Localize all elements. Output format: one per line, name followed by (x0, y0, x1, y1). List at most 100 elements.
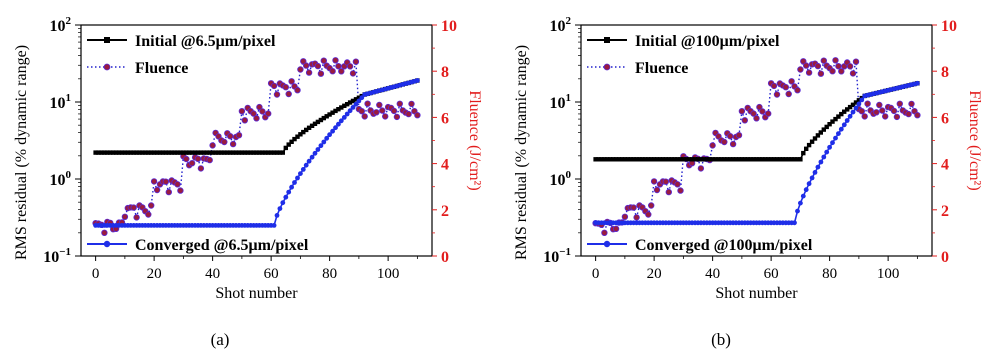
fluence-point (250, 110, 257, 117)
initial-point (306, 125, 312, 130)
converged-point (327, 132, 332, 138)
fluence-point (835, 62, 842, 70)
fluence-point (358, 107, 365, 115)
fluence-point (303, 62, 310, 69)
fluence-point (803, 62, 810, 69)
converged-point (850, 109, 856, 115)
initial-point (283, 145, 288, 151)
fluence-point (364, 100, 371, 107)
initial-point (701, 157, 706, 162)
converged-point (812, 170, 818, 175)
fluence-point (226, 132, 234, 140)
fluence-point (253, 115, 260, 122)
initial-point (347, 100, 353, 105)
fluence-point (396, 100, 403, 107)
x-tick-label: 0 (592, 266, 600, 282)
initial-point (210, 150, 215, 155)
initial-point (850, 102, 856, 107)
initial-point (280, 150, 285, 155)
x-tick-label: 100 (377, 266, 400, 282)
initial-point (733, 157, 739, 162)
initial-point (754, 157, 759, 162)
initial-point (102, 150, 107, 155)
initial-point (651, 157, 657, 162)
x-tick-label: 20 (147, 266, 162, 282)
fluence-point (829, 67, 836, 75)
fluence-point (332, 57, 339, 64)
fluence-point (238, 107, 246, 115)
y-right-tick-label: 4 (941, 157, 949, 174)
x-tick-label: 40 (705, 266, 720, 282)
initial-point (812, 136, 818, 141)
chart-panel-b: 0 20 40 60 80 100 10−1 100 101 102 0 2 4 6 8 10 Shot num… (513, 15, 983, 302)
initial-point (228, 150, 233, 155)
initial-point (113, 150, 119, 155)
fluence-point (873, 109, 880, 116)
y-right-tick-label: 6 (941, 110, 949, 127)
initial-point (268, 150, 274, 155)
converged-point (300, 167, 306, 172)
initial-point (292, 136, 297, 142)
fluence-point (376, 101, 383, 109)
fluence-point (382, 113, 389, 120)
initial-point (707, 157, 712, 162)
fluence-point (697, 165, 705, 172)
converged-point (298, 171, 303, 177)
fluence-point (721, 138, 728, 146)
fluence-point (346, 63, 354, 70)
initial-point (230, 150, 236, 155)
fluence-point (727, 132, 734, 140)
fluence-point (270, 82, 278, 90)
fluence-point (349, 70, 357, 77)
legend-converged-label: Converged @100μm/pixel (635, 237, 813, 254)
fluence-point (317, 70, 325, 77)
fluence-point (147, 202, 155, 209)
initial-point (637, 157, 642, 162)
fluence-point (297, 66, 304, 73)
fluence-point (133, 214, 140, 221)
initial-point (160, 150, 166, 155)
fluence-point (259, 108, 266, 115)
converged-point (341, 115, 347, 120)
converged-point (295, 175, 300, 181)
y-left-tick-label: 102 (50, 15, 72, 35)
fluence-point (393, 113, 401, 121)
fluence-point (338, 68, 345, 75)
initial-point (827, 122, 832, 127)
converged-point (347, 108, 353, 114)
fluence-point (288, 78, 295, 85)
initial-point (169, 150, 174, 155)
initial-point (818, 130, 823, 135)
y-left-tick-label: 10−1 (43, 246, 71, 266)
fluence-point (838, 68, 845, 75)
fluence-point (852, 58, 860, 65)
initial-point (640, 157, 645, 162)
initial-point (260, 150, 265, 155)
converged-point (841, 122, 847, 128)
initial-point (745, 157, 750, 162)
initial-point (324, 114, 329, 119)
initial-point (704, 157, 709, 162)
fluence-point (390, 107, 398, 115)
fluence-point (221, 138, 228, 146)
fluence-point (265, 110, 272, 117)
fluence-point (256, 103, 263, 111)
initial-point (631, 157, 636, 162)
initial-point (143, 150, 148, 155)
legend-converged-label: Converged @6.5μm/pixel (135, 237, 309, 254)
fluence-point (858, 107, 865, 115)
initial-point (122, 150, 128, 155)
y-left-tick-label: 100 (550, 169, 572, 189)
initial-point (622, 157, 628, 162)
initial-point (599, 157, 604, 162)
converged-point (338, 118, 344, 124)
initial-point (634, 157, 639, 162)
initial-point (596, 157, 601, 162)
fluence-point (879, 107, 886, 114)
initial-point (751, 157, 756, 162)
chart-panel-a: 0 20 40 60 80 100 10−1 100 101 102 0 2 4 6 8 10 Shot num… (13, 15, 483, 302)
converged-point (353, 101, 359, 107)
fluence-point (229, 140, 237, 148)
fluence-point (832, 57, 839, 64)
